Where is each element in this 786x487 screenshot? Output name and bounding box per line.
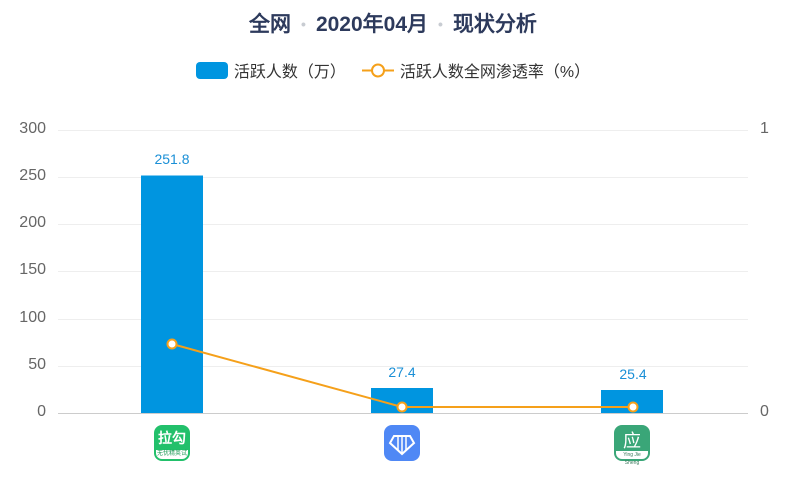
yingjiesheng-app-icon: 应 Ying Jie Sheng xyxy=(614,425,650,466)
y-tick-150: 150 xyxy=(19,261,46,278)
y-tick-0: 0 xyxy=(37,403,46,420)
bar-value-label: 27.4 xyxy=(388,364,416,380)
y2-tick-0: 0 xyxy=(760,403,769,420)
lagou-app-icon: 拉勾 无忧精英试 xyxy=(154,425,190,461)
legend-item-penetration[interactable]: 活跃人数全网渗透率（%） xyxy=(361,58,591,82)
line-point xyxy=(627,401,639,413)
title-period: 2020年04月 xyxy=(315,13,429,36)
y-tick-250: 250 xyxy=(19,167,46,184)
y2-tick-1: 1 xyxy=(760,120,769,137)
bar-lagou xyxy=(141,175,203,414)
y-tick-200: 200 xyxy=(19,214,46,231)
title-separator: • xyxy=(438,16,443,32)
bar-swatch-icon xyxy=(195,61,228,79)
diamond-app-icon xyxy=(384,425,420,461)
y-tick-300: 300 xyxy=(19,120,46,137)
y-tick-100: 100 xyxy=(19,309,46,326)
legend-label: 活跃人数（万） xyxy=(233,64,346,81)
diamond-glyph-icon xyxy=(388,435,416,456)
legend: 活跃人数（万） 活跃人数全网渗透率（%） xyxy=(0,58,786,82)
legend-item-active-users[interactable]: 活跃人数（万） xyxy=(195,58,346,82)
y-tick-50: 50 xyxy=(28,356,46,373)
bar-value-label: 251.8 xyxy=(154,151,190,167)
title-scope: 全网 xyxy=(249,13,292,36)
bar-value-label: 25.4 xyxy=(619,366,647,382)
title-separator: • xyxy=(301,16,306,32)
line-point xyxy=(166,338,178,350)
title-subject: 现状分析 xyxy=(452,13,537,36)
line-point xyxy=(396,401,408,413)
line-swatch-icon xyxy=(361,63,394,77)
legend-label: 活跃人数全网渗透率（%） xyxy=(399,64,591,81)
chart-title: 全网 • 2020年04月 • 现状分析 xyxy=(0,8,786,38)
